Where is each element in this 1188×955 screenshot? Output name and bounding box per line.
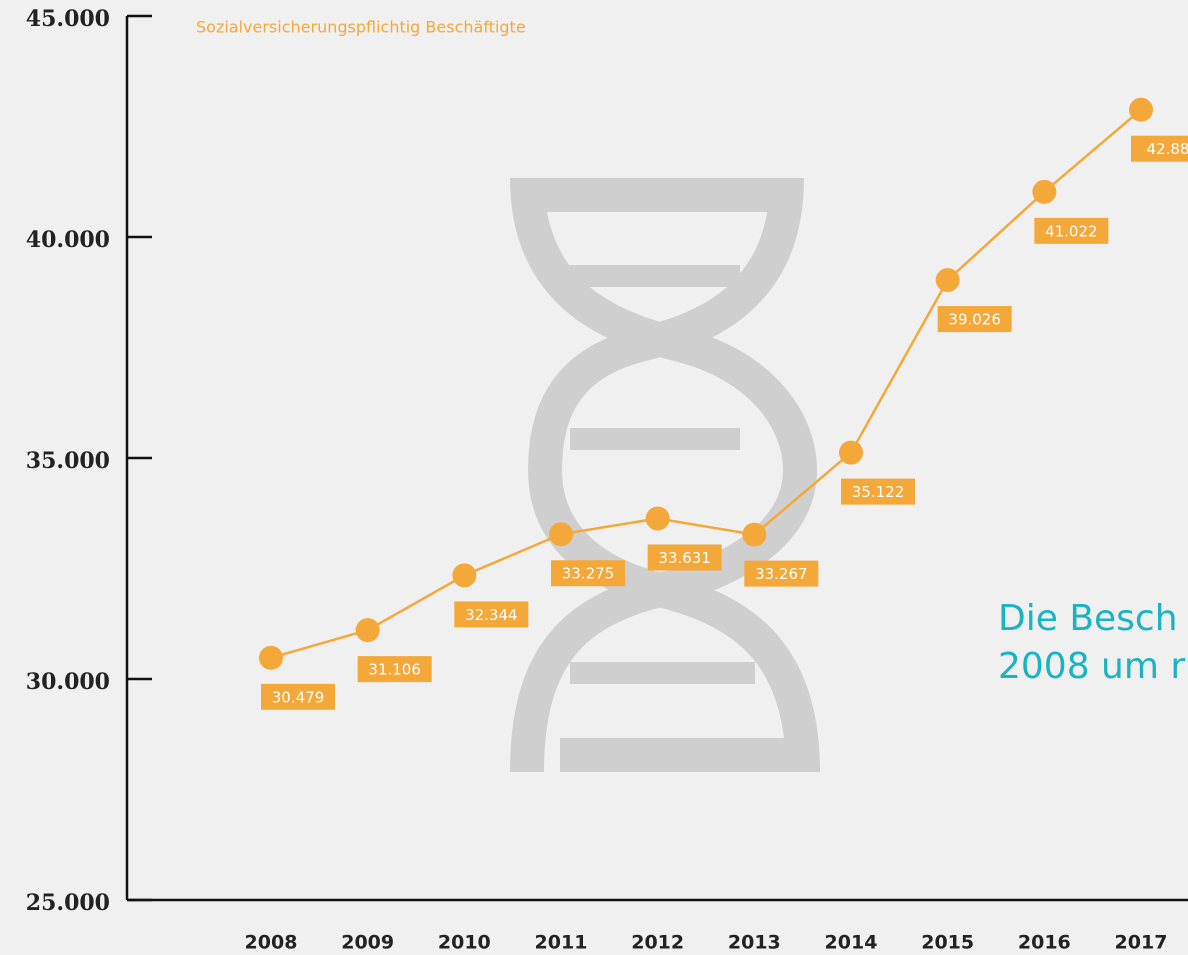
- legend-label: Sozialversicherungspflichtig Beschäftigt…: [196, 18, 526, 37]
- x-tick-label: 2015: [921, 932, 974, 954]
- x-tick-label: 2012: [631, 932, 684, 954]
- value-label: 33.275: [562, 565, 615, 583]
- data-point: [549, 522, 573, 546]
- annotation: 2008 um r: [998, 646, 1185, 687]
- value-label: 41.022: [1045, 222, 1098, 240]
- x-tick-label: 2017: [1115, 932, 1168, 954]
- y-tick-label: 35.000: [26, 448, 110, 474]
- data-point: [452, 563, 476, 587]
- x-tick-label: 2013: [728, 932, 781, 954]
- background: [0, 0, 1188, 955]
- value-label: 35.122: [852, 483, 905, 501]
- y-tick-label: 45.000: [26, 6, 110, 32]
- annotation: Die Besch: [998, 598, 1178, 639]
- x-tick-label: 2010: [438, 932, 491, 954]
- x-tick-label: 2009: [341, 932, 394, 954]
- x-tick-label: 2011: [535, 932, 588, 954]
- value-label: 42.88: [1147, 140, 1188, 158]
- y-tick-label: 25.000: [26, 890, 110, 916]
- value-label: 30.479: [272, 688, 325, 706]
- value-label: 32.344: [465, 606, 518, 624]
- y-tick-label: 30.000: [26, 669, 110, 695]
- value-label: 39.026: [948, 311, 1001, 329]
- data-point: [1032, 180, 1056, 204]
- data-point: [356, 618, 380, 642]
- data-point: [742, 523, 766, 547]
- data-point: [936, 268, 960, 292]
- value-label: 33.631: [658, 549, 711, 567]
- value-label: 33.267: [755, 565, 808, 583]
- data-point: [259, 646, 283, 670]
- x-tick-label: 2008: [245, 932, 298, 954]
- data-point: [839, 441, 863, 465]
- value-label: 31.106: [368, 661, 421, 679]
- data-point: [646, 507, 670, 531]
- x-tick-label: 2014: [825, 932, 878, 954]
- x-tick-label: 2016: [1018, 932, 1071, 954]
- data-point: [1129, 98, 1153, 122]
- y-tick-label: 40.000: [26, 227, 110, 253]
- chart: Sozialversicherungspflichtig Beschäftigt…: [0, 0, 1188, 955]
